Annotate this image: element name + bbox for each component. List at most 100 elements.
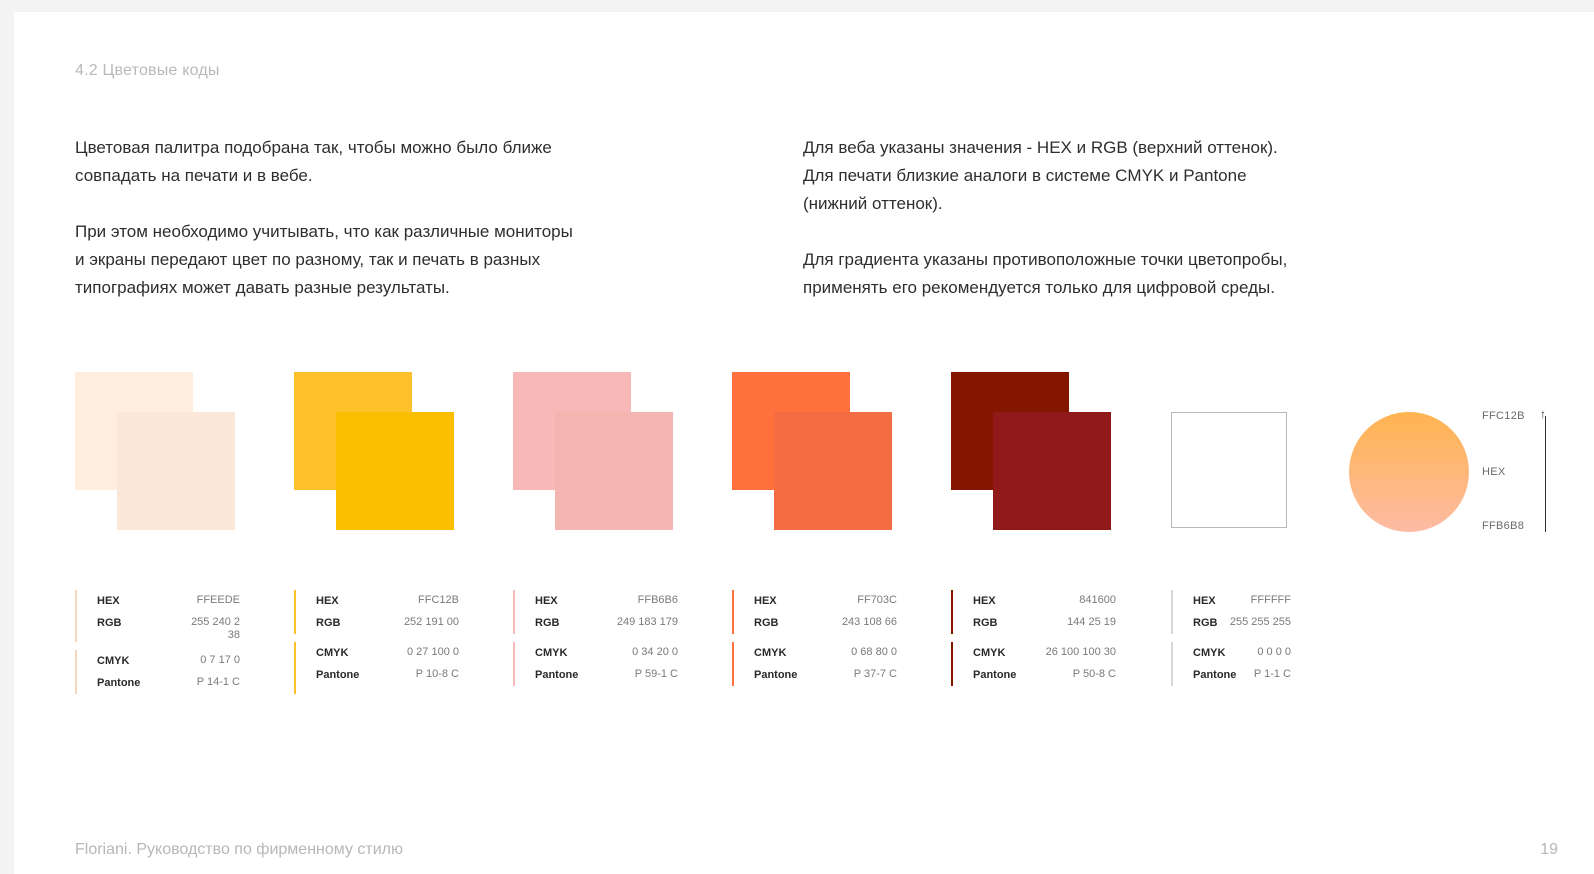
rgb-label: RGB bbox=[973, 617, 998, 629]
color-info-orange: HEX FF703C RGB 243 108 66 CMYK 0 68 80 0 Panto… bbox=[732, 590, 897, 686]
swatch-pink bbox=[513, 372, 675, 532]
pantone-label: Pantone bbox=[754, 669, 798, 681]
color-info-yellow: HEX FFC12B RGB 252 191 00 CMYK 0 27 100 0 Pant… bbox=[294, 590, 459, 694]
hex-label: HEX bbox=[754, 595, 777, 607]
color-accent-bar bbox=[732, 642, 734, 686]
hex-label: HEX bbox=[973, 595, 996, 607]
color-accent-bar bbox=[513, 642, 515, 686]
pantone-row: Pantone P 37-7 C bbox=[743, 664, 897, 686]
swatch-orange bbox=[732, 372, 894, 532]
pantone-label: Pantone bbox=[1193, 669, 1237, 681]
web-print-paragraph: Для веба указаны значения - HEX и RGB (в… bbox=[803, 138, 1278, 213]
hex-label: HEX bbox=[535, 595, 558, 607]
pantone-row: Pantone P 59-1 C bbox=[524, 664, 678, 686]
hex-label: HEX bbox=[97, 595, 120, 607]
pantone-label: Pantone bbox=[535, 669, 579, 681]
web-group: HEX FFFFFF RGB 255 255 255 bbox=[1171, 590, 1291, 634]
rgb-row: RGB 249 183 179 bbox=[524, 612, 678, 634]
web-group: HEX FF703C RGB 243 108 66 bbox=[732, 590, 897, 634]
rgb-label: RGB bbox=[754, 617, 779, 629]
cmyk-label: CMYK bbox=[535, 647, 568, 659]
hex-row: HEX 841600 bbox=[962, 590, 1116, 612]
rgb-value: 144 25 19 bbox=[1067, 616, 1116, 628]
intro-paragraph-2: При этом необходимо учитывать, что как р… bbox=[75, 222, 573, 297]
cmyk-row: CMYK 0 0 0 0 bbox=[1182, 642, 1291, 664]
pantone-row: Pantone P 14-1 C bbox=[86, 672, 240, 694]
brand-guide-page: 4.2 Цветовые коды Цветовая палитра подоб… bbox=[14, 12, 1594, 874]
gradient-paragraph: Для градиента указаны противоположные то… bbox=[803, 250, 1288, 297]
pantone-value: P 1-1 C bbox=[1253, 668, 1291, 680]
hex-value: FF703C bbox=[857, 594, 897, 606]
hex-value: FFC12B bbox=[418, 594, 459, 606]
gradient-top-hex: FFC12B bbox=[1482, 410, 1525, 422]
section-title: 4.2 Цветовые коды bbox=[75, 62, 220, 79]
cmyk-row: CMYK 0 34 20 0 bbox=[524, 642, 678, 664]
swatch-burgundy bbox=[951, 372, 1113, 532]
rgb-row: RGB 255 255 255 bbox=[1182, 612, 1291, 634]
rgb-label: RGB bbox=[316, 617, 341, 629]
rgb-label: RGB bbox=[535, 617, 560, 629]
cmyk-label: CMYK bbox=[1193, 647, 1226, 659]
swatch-yellow bbox=[294, 372, 456, 532]
pantone-value: P 10-8 C bbox=[415, 668, 459, 680]
cmyk-row: CMYK 0 27 100 0 bbox=[305, 642, 459, 664]
cmyk-value: 0 27 100 0 bbox=[407, 646, 459, 658]
cmyk-value: 0 0 0 0 bbox=[1257, 646, 1291, 658]
print-group: CMYK 0 34 20 0 Pantone P 59-1 C bbox=[513, 642, 678, 686]
color-accent-bar bbox=[294, 590, 296, 634]
hex-label: HEX bbox=[1193, 595, 1216, 607]
cmyk-row: CMYK 26 100 100 30 bbox=[962, 642, 1116, 664]
intro-paragraph-1: Цветовая палитра подобрана так, чтобы мо… bbox=[75, 138, 552, 185]
web-group: HEX FFC12B RGB 252 191 00 bbox=[294, 590, 459, 634]
page-number: 19 bbox=[1540, 841, 1558, 858]
color-accent-bar bbox=[75, 650, 77, 694]
rgb-label: RGB bbox=[1193, 617, 1218, 629]
web-group: HEX FFEEDE RGB 255 240 238 bbox=[75, 590, 240, 642]
cmyk-value: 26 100 100 30 bbox=[1045, 646, 1116, 658]
cmyk-label: CMYK bbox=[973, 647, 1006, 659]
cmyk-value: 0 68 80 0 bbox=[851, 646, 897, 658]
rgb-value: 243 108 66 bbox=[841, 616, 897, 628]
pantone-label: Pantone bbox=[973, 669, 1017, 681]
rgb-value: 249 183 179 bbox=[616, 616, 678, 628]
color-accent-bar bbox=[1171, 642, 1173, 686]
color-info-burgundy: HEX 841600 RGB 144 25 19 CMYK 26 100 100 30 Pa… bbox=[951, 590, 1116, 686]
color-accent-bar bbox=[75, 590, 77, 642]
rgb-value: 255 255 255 bbox=[1229, 616, 1291, 628]
web-group: HEX FFB6B6 RGB 249 183 179 bbox=[513, 590, 678, 634]
color-info-white: HEX FFFFFF RGB 255 255 255 CMYK 0 0 0 0 Panton… bbox=[1171, 590, 1291, 686]
print-group: CMYK 0 0 0 0 Pantone P 1-1 C bbox=[1171, 642, 1291, 686]
hex-value: FFFFFF bbox=[1250, 594, 1291, 606]
hex-value: FFB6B6 bbox=[637, 594, 678, 606]
hex-row: HEX FFC12B bbox=[305, 590, 459, 612]
rgb-row: RGB 255 240 238 bbox=[86, 612, 240, 642]
swatch-white bbox=[1171, 412, 1287, 528]
footer-document-title: Floriani. Руководство по фирменному стил… bbox=[75, 841, 403, 858]
rgb-value: 252 191 00 bbox=[403, 616, 459, 628]
swatch-print-shade bbox=[774, 412, 892, 530]
cmyk-label: CMYK bbox=[316, 647, 349, 659]
swatch-print-shade bbox=[993, 412, 1111, 530]
hex-row: HEX FFB6B6 bbox=[524, 590, 678, 612]
hex-value: 841600 bbox=[1079, 594, 1116, 606]
hex-label: HEX bbox=[316, 595, 339, 607]
pantone-row: Pantone P 1-1 C bbox=[1182, 664, 1291, 686]
gradient-hex-label: HEX bbox=[1482, 466, 1506, 478]
color-accent-bar bbox=[513, 590, 515, 634]
pantone-value: P 37-7 C bbox=[853, 668, 897, 680]
cmyk-label: CMYK bbox=[754, 647, 787, 659]
color-accent-bar bbox=[294, 642, 296, 694]
cmyk-row: CMYK 0 68 80 0 bbox=[743, 642, 897, 664]
print-group: CMYK 0 7 17 0 Pantone P 14-1 C bbox=[75, 650, 240, 694]
arrow-up-icon: ↑ bbox=[1540, 407, 1546, 421]
rgb-label: RGB bbox=[97, 617, 122, 629]
swatch-print-shade bbox=[117, 412, 235, 530]
gradient-scale-line bbox=[1545, 416, 1546, 532]
rgb-value: 255 240 238 bbox=[191, 616, 240, 641]
color-accent-bar bbox=[951, 590, 953, 634]
rgb-row: RGB 243 108 66 bbox=[743, 612, 897, 634]
print-group: CMYK 26 100 100 30 Pantone P 50-8 C bbox=[951, 642, 1116, 686]
swatch-print-shade bbox=[336, 412, 454, 530]
gradient-circle bbox=[1349, 412, 1469, 532]
swatch-print-shade bbox=[555, 412, 673, 530]
